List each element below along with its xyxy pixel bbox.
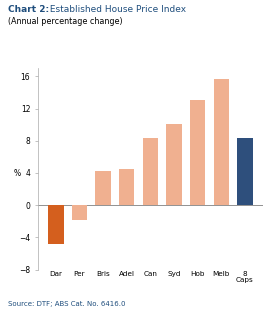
Bar: [143, 138, 158, 205]
Bar: [119, 169, 134, 205]
Text: Chart 2:: Chart 2:: [8, 5, 49, 14]
Bar: [48, 205, 63, 244]
Text: (Annual percentage change): (Annual percentage change): [8, 17, 123, 26]
Text: Source: DTF; ABS Cat. No. 6416.0: Source: DTF; ABS Cat. No. 6416.0: [8, 301, 126, 307]
Bar: [72, 205, 87, 220]
Text: Established House Price Index: Established House Price Index: [47, 5, 186, 14]
Bar: [95, 171, 111, 205]
Y-axis label: %: %: [14, 169, 21, 178]
Bar: [190, 100, 205, 205]
Bar: [214, 79, 229, 205]
Bar: [237, 138, 253, 205]
Bar: [166, 124, 182, 205]
